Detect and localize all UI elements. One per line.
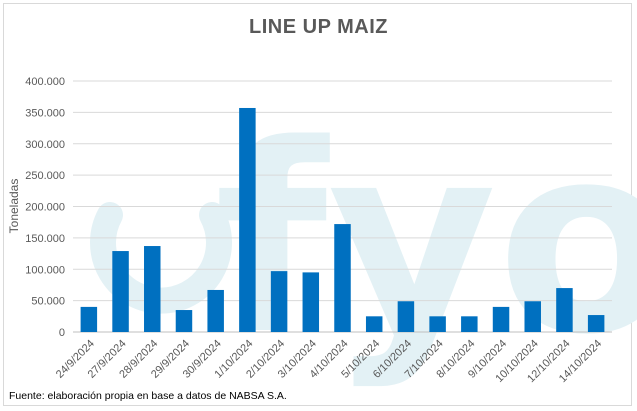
bar [112, 251, 129, 332]
bar [302, 272, 320, 332]
bar [397, 301, 415, 332]
bar [270, 271, 288, 332]
bar [239, 107, 256, 332]
y-tick-label: 200.000 [25, 202, 65, 214]
bar [429, 316, 446, 332]
bar [365, 316, 383, 332]
bar [207, 289, 224, 332]
y-tick-label: 150.000 [25, 233, 65, 245]
y-tick-label: 50.000 [31, 296, 65, 308]
bar-series [80, 107, 605, 332]
watermark-logo: fyo [90, 90, 637, 392]
bar [334, 224, 351, 332]
y-tick-label: 0 [59, 327, 65, 339]
bar [144, 246, 161, 332]
watermark-text: fyo [214, 90, 637, 392]
bar [175, 310, 193, 332]
bar [587, 315, 605, 332]
chart-title: LINE UP MAIZ [249, 16, 388, 38]
source-note: Fuente: elaboración propia en base a dat… [9, 390, 287, 402]
bar [524, 301, 541, 332]
bar [492, 306, 510, 332]
bar [461, 316, 478, 332]
y-tick-label: 400.000 [25, 76, 65, 88]
y-tick-label: 250.000 [25, 170, 65, 182]
y-tick-label: 300.000 [25, 139, 65, 151]
y-tick-label: 100.000 [25, 264, 65, 276]
y-axis-label: Toneladas [7, 179, 21, 234]
bar [80, 306, 98, 332]
y-tick-label: 350.000 [25, 107, 65, 119]
bar [556, 288, 573, 332]
y-axis: 0 50.000 100.000 150.000 200.000 250.000 300.0… [25, 76, 65, 339]
